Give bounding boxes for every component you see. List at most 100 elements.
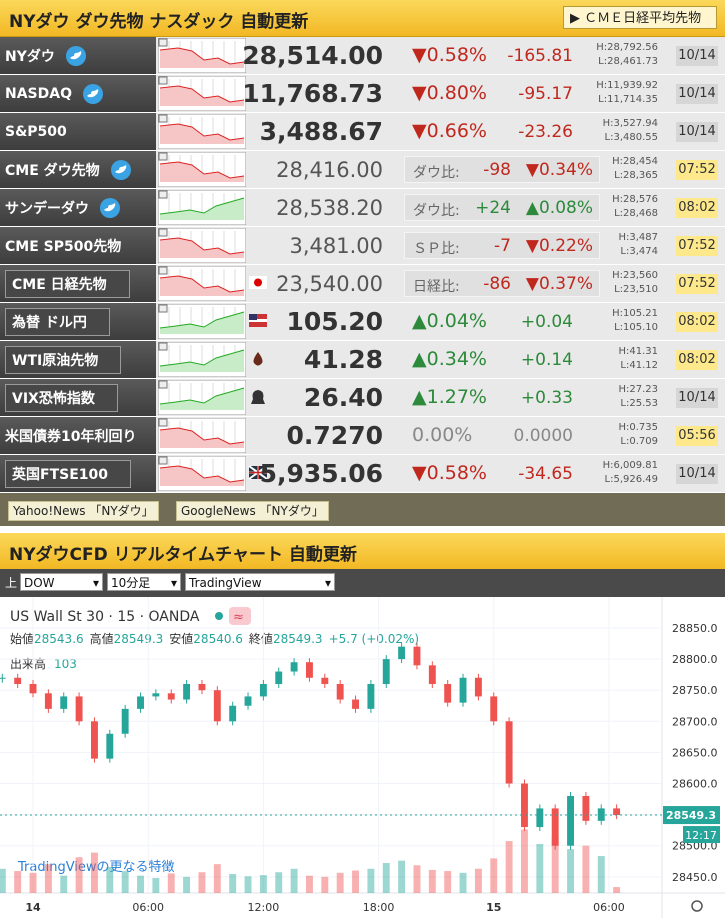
mini-area [160, 276, 244, 296]
ohlc-value: 28549.3 [273, 632, 323, 646]
quote-row: WTI原油先物 41.28 ▲0.34% +0.14 H:41.31 L:41.12 08:… [0, 341, 725, 379]
candle [259, 683, 267, 697]
volume-bar [121, 871, 129, 893]
change: -98 [483, 160, 511, 180]
volume-bar [382, 863, 390, 893]
flag-cross [249, 466, 267, 479]
low: L:41.12 [620, 360, 658, 371]
candle [521, 783, 528, 828]
nikkei-button[interactable]: ▶ ＣＭＥ日経平均先物 [563, 6, 717, 29]
price: 26.40 [303, 383, 383, 412]
mini-chart [158, 304, 246, 339]
mini-button [158, 342, 168, 351]
mini-button [158, 380, 168, 389]
volume-bar [183, 876, 191, 893]
candle [551, 808, 559, 846]
candle [275, 671, 283, 684]
change: -7 [494, 236, 511, 256]
twitter-icon[interactable] [110, 159, 132, 181]
mini-button [158, 38, 168, 47]
y-tick-label: 28750.0 [672, 684, 718, 697]
select-value[interactable]: TradingView [189, 576, 262, 590]
twitter-icon[interactable] [99, 197, 121, 219]
candle [352, 699, 359, 709]
name-cell: CME 日経先物 [0, 265, 156, 302]
news-link[interactable]: GoogleNews 「NYダウ」 [176, 501, 329, 521]
x-tick-label: 06:00 [593, 901, 625, 914]
ohlc-label: 終値 [249, 631, 273, 646]
market-icon [251, 390, 265, 404]
promo-link[interactable]: TradingViewの更なる特徴 [17, 860, 175, 875]
compare-label: ダウ比: [413, 165, 460, 181]
candle [183, 683, 191, 700]
price: 23,540.00 [276, 272, 383, 296]
compare-box: ダウ比: -98 ▼0.34% [404, 156, 600, 183]
quote-row: NASDAQ 11,768.73 ▼0.80% -95.17 H:11,939.92 L:… [0, 75, 725, 113]
low: L:0.709 [620, 436, 658, 447]
y-tick-label: 28850.0 [672, 622, 718, 635]
quote-row: 為替 ドル円 105.20 ▲0.04% +0.04 H:105.21 L:105.10 0… [0, 303, 725, 341]
candle [229, 705, 237, 722]
volume-bar [505, 841, 513, 893]
time: 08:02 [676, 350, 718, 370]
select[interactable]: DOW ▾ [20, 573, 103, 591]
candle [137, 696, 144, 709]
high: H:28,576 [612, 194, 658, 205]
mini-line [159, 275, 245, 293]
compare-label: ダウ比: [413, 203, 460, 219]
mini-area [160, 388, 244, 410]
candle [321, 677, 329, 684]
quote-name: S&P500 [5, 123, 67, 140]
candle [306, 662, 313, 678]
candle [198, 683, 206, 691]
twitter-icon[interactable] [65, 45, 87, 67]
chart-title: US Wall St 30 · 15 · OANDA [10, 609, 200, 625]
badge [229, 607, 251, 625]
quote-name: VIX恐怖指数 [5, 383, 118, 412]
price-box [663, 806, 720, 825]
quote-name: 米国債券10年利回り [5, 428, 137, 445]
low: L:5,926.49 [604, 474, 658, 485]
price-label: 28549.3 [666, 809, 716, 822]
x-tick-label: 18:00 [363, 901, 395, 914]
candle [382, 659, 390, 684]
name-cell: WTI原油先物 [0, 341, 156, 378]
mini-area [160, 162, 244, 182]
candle [290, 662, 298, 672]
candle [0, 677, 6, 679]
select-value[interactable]: 10分足 [111, 576, 151, 590]
header: NYダウ ダウ先物 ナスダック 自動更新 ▶ ＣＭＥ日経平均先物 [0, 0, 725, 37]
quote-name: サンデーダウ [5, 200, 89, 217]
change-pct: ▲0.34% [412, 348, 487, 370]
price: 41.28 [303, 345, 383, 374]
header-title: NYダウ ダウ先物 ナスダック 自動更新 [9, 12, 309, 32]
volume-bar [352, 870, 359, 893]
select[interactable]: TradingView ▾ [185, 573, 335, 591]
x-tick-label: 15 [486, 901, 501, 914]
volume-bar [398, 860, 406, 893]
news-link[interactable]: Yahoo!News 「NYダウ」 [8, 501, 159, 521]
mini-button [158, 304, 168, 313]
settings-icon[interactable] [691, 900, 703, 912]
candle [244, 696, 252, 706]
change-pct: ▼0.37% [525, 274, 593, 294]
change: +0.33 [520, 388, 573, 408]
volume-bar [229, 873, 237, 893]
ohlc-label: 安値 [169, 631, 193, 646]
low: L:25.53 [620, 398, 658, 409]
select-value[interactable]: DOW [24, 576, 55, 590]
mini-line [159, 465, 245, 483]
volume-bar [244, 876, 252, 893]
volume-bar [551, 836, 559, 893]
price: 28,514.00 [242, 41, 383, 70]
quote-row: CME SP500先物 3,481.00 ＳＰ比: -7 ▼0.22% H:3,487 L:… [0, 227, 725, 265]
volume-bar [367, 868, 375, 893]
low: L:28,468 [614, 208, 658, 219]
select[interactable]: 10分足 ▾ [107, 573, 181, 591]
ohlc-change: +5.7 (+0.02%) [329, 632, 420, 646]
twitter-icon[interactable] [82, 83, 104, 105]
button-label[interactable]: ＣＭＥ日経平均先物 [584, 11, 702, 26]
price: 28,538.20 [276, 196, 383, 220]
